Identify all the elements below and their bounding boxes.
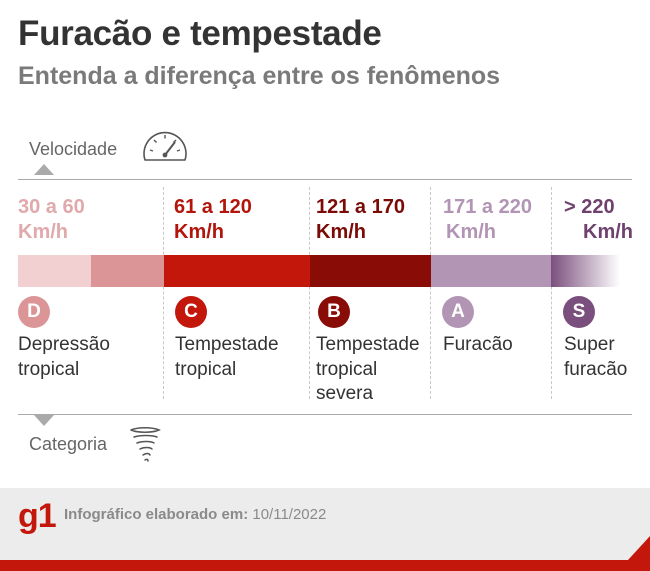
column-separator [551,187,552,399]
category-badge-d: D [18,296,50,328]
unit-label-c: Km/h [174,221,224,243]
credit-line: Infográfico elaborado em: 10/11/2022 [64,506,326,523]
category-badge-b: B [318,296,350,328]
range-label-c: 61 a 120 [174,196,252,218]
g1-logo: g1 [18,497,57,535]
category-name-b: Tempestade tropical severa [316,334,420,404]
range-label-b: 121 a 170 [316,196,405,218]
bar-segment-a [431,255,551,287]
category-name-s: Super furacão [564,334,628,380]
footer: g1 Infográfico elaborado em: 10/11/2022 [0,488,650,571]
category-badge-c: C [175,296,207,328]
credit-label: Infográfico elaborado em: [64,506,249,523]
speed-color-bar [18,255,632,287]
column-separator [163,187,164,399]
bar-segment-d-light [18,255,91,287]
column-separator [309,187,310,399]
unit-label-a: Km/h [446,221,496,243]
credit-date: 10/11/2022 [252,506,327,523]
speed-label: Velocidade [29,139,118,159]
footer-background [0,488,650,571]
range-label-s: > 220 [564,196,615,218]
column-separator [430,187,431,399]
category-name-c: Tempestade tropical [175,334,279,380]
unit-label-d: Km/h [18,221,68,243]
unit-label-s: Km/h [583,221,633,243]
speedometer-icon [143,131,187,161]
category-badge-s: S [563,296,595,328]
category-name-a: Furacão [443,334,513,355]
top-divider [18,179,632,180]
bottom-divider [18,414,632,415]
tornado-icon [130,427,161,462]
bar-segment-s [551,255,632,287]
category-label: Categoria [29,434,108,454]
bar-segment-c [164,255,310,287]
range-label-d: 30 a 60 [18,196,85,218]
category-pointer [34,415,54,426]
unit-label-b: Km/h [316,221,366,243]
page-title: Furacão e tempestade [18,14,382,53]
page-subtitle: Entenda a diferença entre os fenômenos [18,62,501,90]
category-badge-a: A [442,296,474,328]
category-name-d: Depressão tropical [18,334,110,380]
bar-segment-d [91,255,164,287]
speed-pointer [34,164,54,175]
range-label-a: 171 a 220 [443,196,532,218]
bar-segment-b [310,255,431,287]
